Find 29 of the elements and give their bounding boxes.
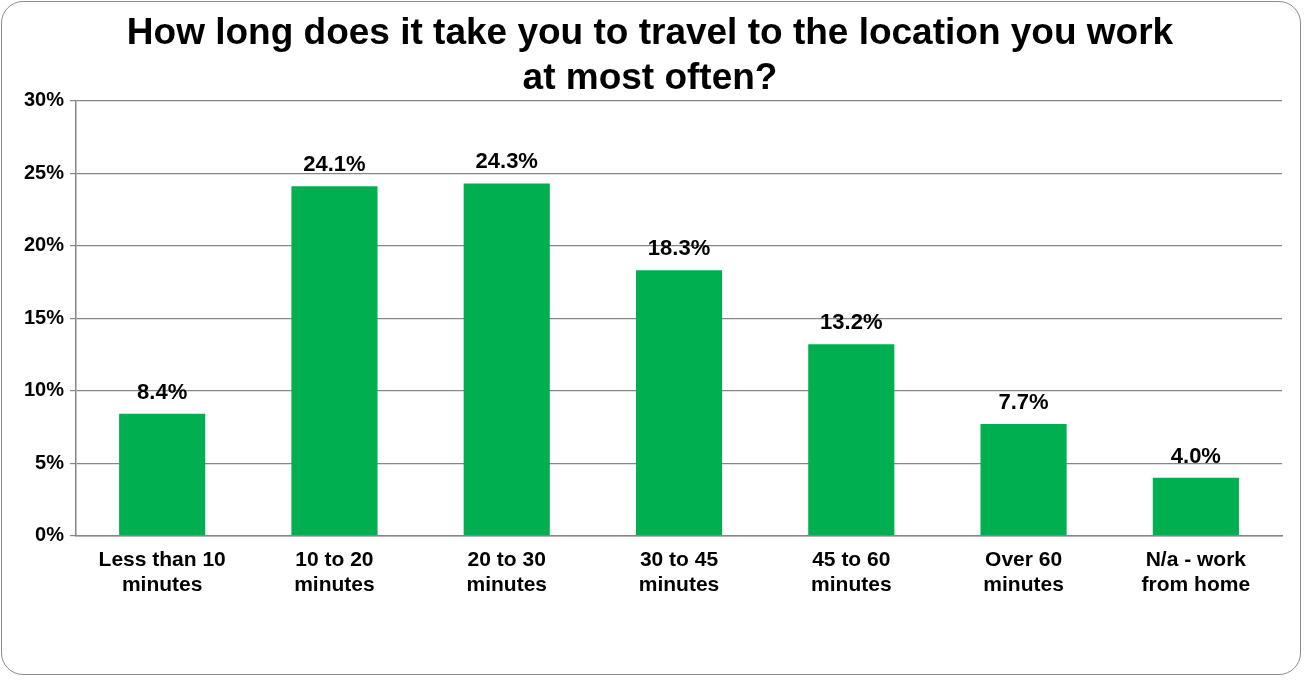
y-tick-label: 10% <box>24 378 65 401</box>
data-label: 13.2% <box>820 309 883 335</box>
y-tick-label: 0% <box>35 523 65 546</box>
data-label: 24.3% <box>475 148 538 174</box>
y-tick-label: 20% <box>24 233 65 256</box>
x-tick-label: 10 to 20 minutes <box>294 547 375 596</box>
bar <box>808 344 895 535</box>
data-label: 18.3% <box>647 235 711 261</box>
data-label: 4.0% <box>1170 442 1221 468</box>
y-tick-label: 5% <box>35 450 65 473</box>
y-tick-label: 30% <box>24 88 65 111</box>
data-label: 8.4% <box>137 378 188 404</box>
x-tick-label: 30 to 45 minutes <box>638 547 720 596</box>
data-label: 24.1% <box>303 151 366 177</box>
bar <box>119 413 206 535</box>
bar <box>1152 477 1239 535</box>
x-tick-label: N/a - work from home <box>1141 547 1251 596</box>
bar <box>291 186 378 535</box>
y-tick-label: 15% <box>24 305 65 328</box>
data-label: 7.7% <box>998 389 1049 415</box>
bar <box>463 183 550 535</box>
x-tick-label: 20 to 30 minutes <box>466 547 547 596</box>
x-tick-label: Over 60 minutes <box>983 547 1064 596</box>
bar <box>980 424 1067 535</box>
bar <box>635 270 723 535</box>
y-tick-label: 25% <box>24 160 65 183</box>
chart-title: How long does it take you to travel to the location you work at most often? <box>126 11 1174 97</box>
x-tick-label: 45 to 60 minutes <box>811 547 892 596</box>
x-tick-label: Less than 10 minutes <box>98 547 226 596</box>
